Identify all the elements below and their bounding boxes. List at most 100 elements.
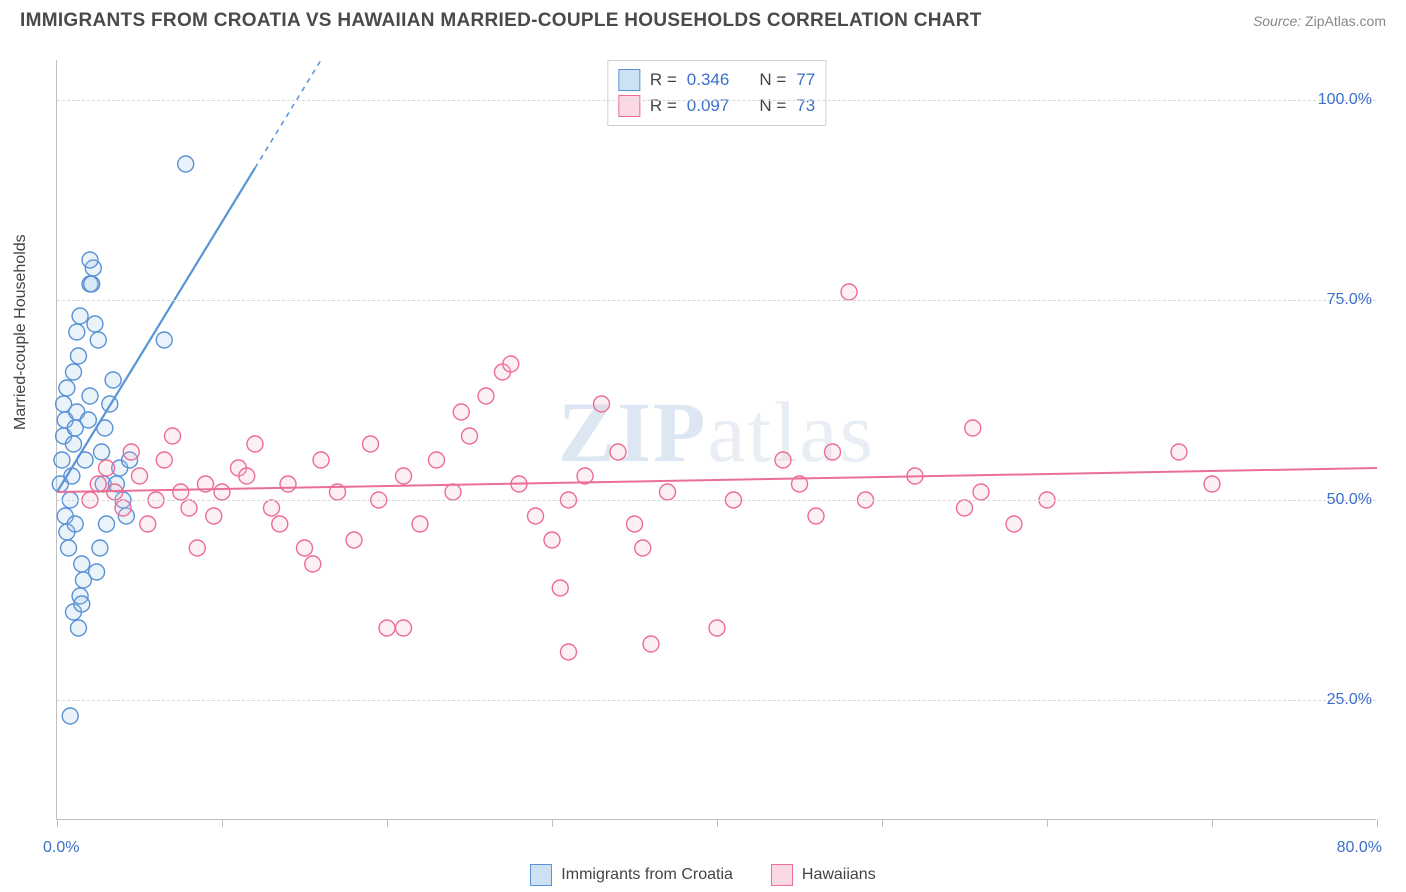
stat-r-label: R =: [650, 70, 677, 90]
gridline: [57, 300, 1376, 301]
legend-item: Hawaiians: [771, 864, 876, 886]
data-point: [1171, 444, 1187, 460]
x-tick: [882, 819, 883, 827]
data-point: [363, 436, 379, 452]
data-point: [478, 388, 494, 404]
data-point: [178, 156, 194, 172]
data-point: [1006, 516, 1022, 532]
stats-legend-box: R =0.346N =77R =0.097N =73: [607, 60, 826, 126]
data-point: [635, 540, 651, 556]
swatch-icon: [618, 69, 640, 91]
data-point: [62, 708, 78, 724]
data-point: [115, 500, 131, 516]
chart-area: ZIPatlas R =0.346N =77R =0.097N =73 0.0%…: [56, 60, 1376, 820]
data-point: [973, 484, 989, 500]
x-tick: [1047, 819, 1048, 827]
trend-line: [57, 468, 1377, 492]
data-point: [1204, 476, 1220, 492]
data-point: [66, 436, 82, 452]
data-point: [627, 516, 643, 532]
data-point: [825, 444, 841, 460]
data-point: [70, 348, 86, 364]
data-point: [140, 516, 156, 532]
data-point: [87, 316, 103, 332]
swatch-icon: [771, 864, 793, 886]
data-point: [561, 644, 577, 660]
data-point: [610, 444, 626, 460]
data-point: [99, 460, 115, 476]
data-point: [412, 516, 428, 532]
stat-n-label: N =: [759, 70, 786, 90]
data-point: [66, 364, 82, 380]
data-point: [61, 540, 77, 556]
data-point: [90, 476, 106, 492]
source: Source: ZipAtlas.com: [1253, 13, 1386, 29]
data-point: [84, 276, 100, 292]
trend-line-dashed: [255, 60, 321, 168]
x-tick: [1212, 819, 1213, 827]
data-point: [70, 620, 86, 636]
data-point: [429, 452, 445, 468]
data-point: [132, 468, 148, 484]
data-point: [74, 556, 90, 572]
data-point: [189, 540, 205, 556]
y-axis-label: Married-couple Households: [12, 234, 30, 430]
data-point: [544, 532, 560, 548]
stats-row: R =0.097N =73: [618, 93, 815, 119]
data-point: [173, 484, 189, 500]
x-tick: [387, 819, 388, 827]
y-tick-label: 75.0%: [1327, 291, 1378, 309]
swatch-icon: [618, 95, 640, 117]
data-point: [808, 508, 824, 524]
data-point: [313, 452, 329, 468]
y-tick-label: 100.0%: [1318, 91, 1378, 109]
x-tick: [1377, 819, 1378, 827]
data-point: [99, 516, 115, 532]
stat-r-value: 0.346: [687, 70, 730, 90]
data-point: [165, 428, 181, 444]
data-point: [156, 452, 172, 468]
data-point: [54, 452, 70, 468]
data-point: [965, 420, 981, 436]
data-point: [462, 428, 478, 444]
stat-r-value: 0.097: [687, 96, 730, 116]
data-point: [841, 284, 857, 300]
data-point: [503, 356, 519, 372]
swatch-icon: [530, 864, 552, 886]
data-point: [957, 500, 973, 516]
scatter-plot-svg: [57, 60, 1376, 819]
stat-n-label: N =: [759, 96, 786, 116]
data-point: [453, 404, 469, 420]
data-point: [709, 620, 725, 636]
gridline: [57, 100, 1376, 101]
data-point: [206, 508, 222, 524]
data-point: [379, 620, 395, 636]
data-point: [280, 476, 296, 492]
x-tick: [222, 819, 223, 827]
legend-item: Immigrants from Croatia: [530, 864, 733, 886]
data-point: [67, 516, 83, 532]
stat-r-label: R =: [650, 96, 677, 116]
data-point: [247, 436, 263, 452]
data-point: [775, 452, 791, 468]
data-point: [123, 444, 139, 460]
data-point: [214, 484, 230, 500]
source-value: ZipAtlas.com: [1305, 13, 1386, 29]
x-axis-min-label: 0.0%: [43, 839, 79, 857]
data-point: [80, 412, 96, 428]
trend-line: [57, 168, 255, 492]
data-point: [264, 500, 280, 516]
data-point: [94, 444, 110, 460]
data-point: [181, 500, 197, 516]
stats-row: R =0.346N =77: [618, 67, 815, 93]
data-point: [594, 396, 610, 412]
data-point: [660, 484, 676, 500]
data-point: [82, 388, 98, 404]
x-tick: [57, 819, 58, 827]
data-point: [69, 324, 85, 340]
data-point: [89, 564, 105, 580]
data-point: [82, 252, 98, 268]
header: IMMIGRANTS FROM CROATIA VS HAWAIIAN MARR…: [0, 0, 1406, 32]
data-point: [305, 556, 321, 572]
data-point: [643, 636, 659, 652]
